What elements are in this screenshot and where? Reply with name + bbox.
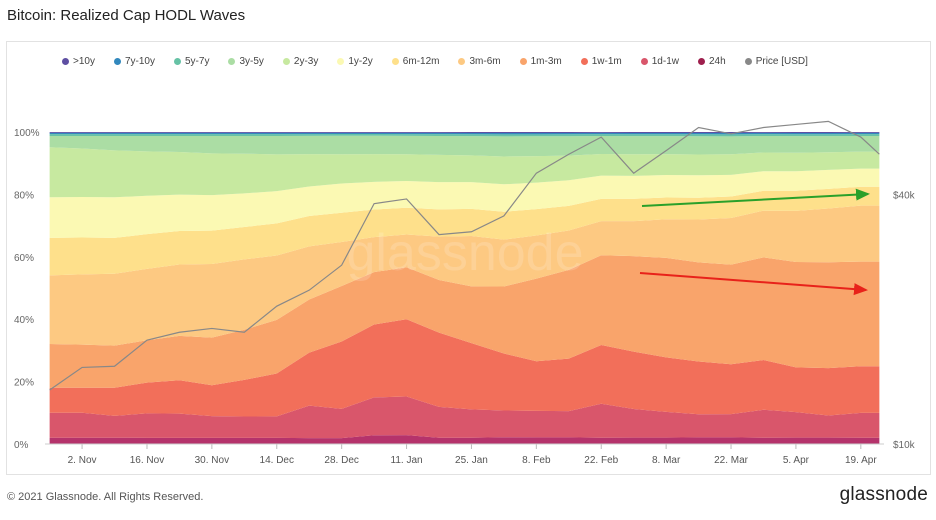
- legend-item[interactable]: 1w-1m: [580, 54, 622, 68]
- x-tick-label: 22. Mar: [714, 455, 749, 466]
- band-1m-3m: [49, 255, 880, 388]
- legend-item[interactable]: 1d-1w: [640, 54, 679, 68]
- legend-item[interactable]: 5y-7y: [173, 54, 210, 68]
- y-tick-label: 80%: [14, 190, 34, 201]
- annotation-arrows: [639, 188, 870, 296]
- band-7y-10y: [49, 132, 880, 135]
- x-tick-label: 2. Nov: [68, 455, 97, 466]
- x-axis: 2. Nov 16. Nov 30. Nov 14. Dec 28. Dec 11. Ja…: [45, 443, 884, 466]
- x-tick-label: 28. Dec: [324, 455, 358, 466]
- red-trend-arrow: [639, 272, 868, 296]
- x-tick-label: 11. Jan: [391, 455, 423, 466]
- green-trend-arrow: [641, 188, 870, 207]
- legend-item[interactable]: 1m-3m: [519, 54, 562, 68]
- y-tick-label: 40%: [14, 315, 34, 326]
- x-tick-label: 25. Jan: [455, 455, 488, 466]
- price-line: [49, 120, 880, 391]
- legend-item[interactable]: 6m-12m: [391, 54, 440, 68]
- legend-label: 1m-3m: [530, 55, 562, 67]
- legend-label: 2y-3y: [293, 55, 319, 67]
- legend-dot-icon: [337, 57, 345, 65]
- legend-label: 5y-7y: [184, 55, 210, 67]
- x-tick-label: 19. Apr: [845, 455, 877, 466]
- y-tick-label: 60%: [14, 253, 34, 264]
- band-1y-2y: [49, 168, 880, 238]
- legend-item[interactable]: 7y-10y: [113, 54, 155, 68]
- glassnode-logo: glassnode: [839, 484, 928, 505]
- legend-label: >10y: [73, 55, 95, 67]
- band-5y-7y: [49, 134, 880, 137]
- legend-dot-icon: [62, 57, 69, 65]
- band-1d-1w: [49, 396, 880, 439]
- legend-dot-icon: [391, 57, 399, 65]
- x-tick-label: 16. Nov: [130, 455, 164, 466]
- legend-item[interactable]: 2y-3y: [282, 54, 319, 68]
- y-right-tick-label: $40k: [893, 190, 916, 201]
- legend-item[interactable]: 3y-5y: [228, 54, 264, 68]
- legend-dot-icon: [698, 57, 705, 65]
- band-2y-3y: [49, 147, 880, 198]
- legend-label: 3y-5y: [239, 55, 264, 67]
- legend-label: 1w-1m: [591, 55, 622, 67]
- x-tick-label: 8. Feb: [522, 455, 551, 466]
- chart-frame: [6, 41, 931, 475]
- band--10y: [49, 132, 880, 134]
- band-6m-12m: [49, 186, 880, 276]
- band-24h: [49, 435, 880, 444]
- legend-label: 3m-6m: [469, 55, 501, 67]
- legend-label: 7y-10y: [124, 55, 155, 67]
- legend-dot-icon: [744, 57, 752, 65]
- legend-dot-icon: [228, 57, 236, 65]
- legend-dot-icon: [519, 57, 527, 65]
- chart-legend: >10y 7y-10y 5y-7y 3y-5y 2y-3y 1y-2y 6m-12m 3m-6…: [62, 54, 827, 68]
- legend-label: 24h: [709, 55, 726, 67]
- legend-item[interactable]: 1y-2y: [337, 54, 373, 68]
- legend-label: Price [USD]: [755, 55, 808, 67]
- legend-label: 1y-2y: [348, 55, 373, 67]
- legend-dot-icon: [113, 57, 121, 65]
- band-3y-5y: [49, 135, 880, 157]
- legend-dot-icon: [173, 57, 181, 65]
- x-tick-label: 5. Apr: [783, 455, 810, 466]
- legend-dot-icon: [458, 57, 466, 65]
- y-axis: 0% 20% 40% 60% 80% 100% $10k $40k: [14, 128, 916, 451]
- y-right-tick-label: $10k: [893, 440, 916, 451]
- legend-item[interactable]: 24h: [698, 54, 726, 68]
- x-tick-label: 8. Mar: [652, 455, 681, 466]
- band-1w-1m: [49, 319, 880, 417]
- legend-item[interactable]: Price [USD]: [744, 54, 808, 68]
- y-tick-label: 20%: [14, 378, 34, 389]
- legend-item[interactable]: >10y: [62, 54, 95, 68]
- chart-title: Bitcoin: Realized Cap HODL Waves: [7, 7, 246, 24]
- area-bands: [49, 132, 880, 444]
- legend-item[interactable]: 3m-6m: [458, 54, 501, 68]
- watermark: glassnode: [346, 224, 583, 282]
- y-tick-label: 0%: [14, 440, 29, 451]
- x-tick-label: 30. Nov: [195, 455, 229, 466]
- x-tick-label: 22. Feb: [584, 455, 618, 466]
- x-tick-label: 14. Dec: [260, 455, 294, 466]
- band-3m-6m: [49, 205, 880, 346]
- legend-dot-icon: [640, 57, 648, 65]
- legend-label: 1d-1w: [651, 55, 679, 67]
- legend-dot-icon: [580, 57, 588, 65]
- y-tick-label: 100%: [14, 128, 40, 139]
- copyright-text: © 2021 Glassnode. All Rights Reserved.: [7, 491, 204, 503]
- price-usd-line: [49, 120, 880, 391]
- legend-dot-icon: [282, 57, 290, 65]
- legend-label: 6m-12m: [402, 55, 440, 67]
